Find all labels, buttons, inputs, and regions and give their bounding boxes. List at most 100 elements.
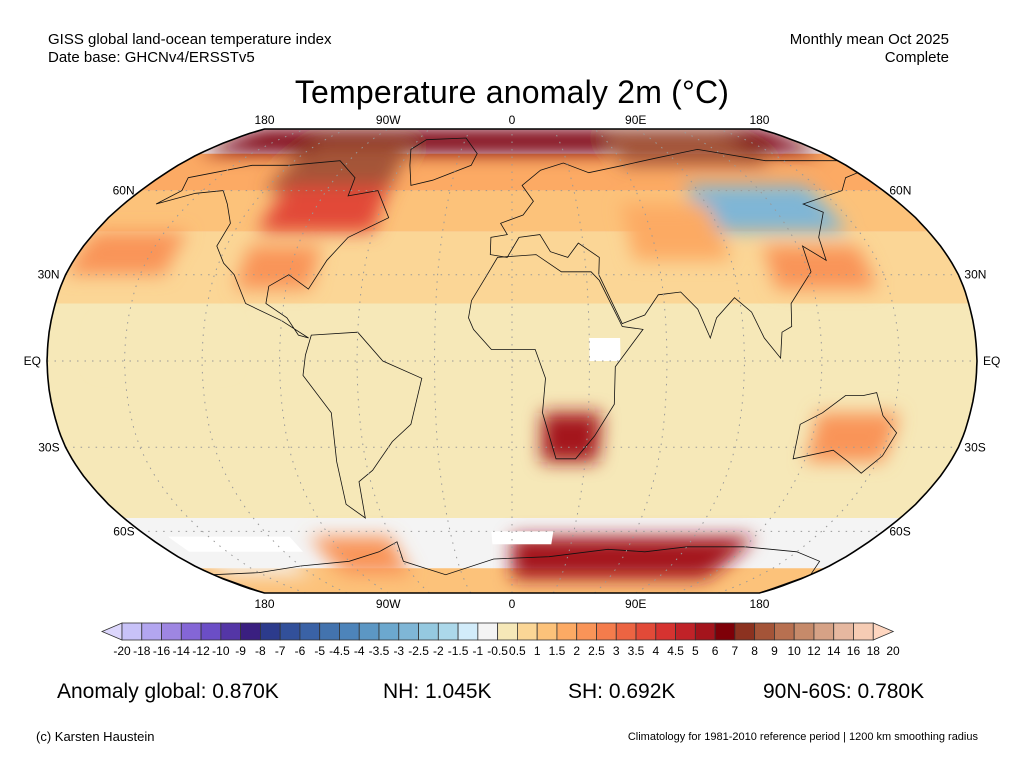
colorbar-swatch xyxy=(833,622,854,641)
lat-label-left: EQ xyxy=(24,354,41,368)
colorbar-swatch xyxy=(853,622,874,641)
coastlines xyxy=(155,137,898,593)
colorbar-swatch xyxy=(161,622,182,641)
colorbar-tick-label: 16 xyxy=(847,644,861,658)
colorbar-tick-label: -10 xyxy=(212,644,230,658)
lon-label-bottom: 0 xyxy=(509,597,516,611)
colorbar-swatch xyxy=(497,622,518,641)
colorbar-tick-label: 3 xyxy=(613,644,620,658)
colorbar-swatch xyxy=(655,622,676,641)
lat-label-left: 60S xyxy=(113,524,134,538)
lat-label-right: 30N xyxy=(964,268,986,282)
meridian-line xyxy=(123,129,306,593)
colorbar-swatch xyxy=(398,622,419,641)
colorbar-swatch xyxy=(714,622,736,641)
colorbar-tick-label: 1.5 xyxy=(549,644,566,658)
colorbar-swatch xyxy=(180,622,202,641)
colorbar-swatch xyxy=(240,622,261,641)
anomaly-region-central-asia xyxy=(619,204,732,261)
colorbar-tick-label: -20 xyxy=(113,644,131,658)
colorbar-swatch xyxy=(556,622,578,641)
colorbar-tick-label: -1.5 xyxy=(448,644,469,658)
anomaly-region-us-south xyxy=(235,246,322,290)
coastline-australia xyxy=(792,392,898,474)
colorbar-swatch xyxy=(635,622,657,641)
coastline-south-america xyxy=(302,331,423,519)
colorbar-tick-label: -18 xyxy=(133,644,151,658)
colorbar-tick-label: -4 xyxy=(354,644,365,658)
colorbar-tick-label: -1 xyxy=(473,644,484,658)
coastline-north-america xyxy=(155,160,390,339)
anomaly-stats: Anomaly global: 0.870K NH: 1.045K SH: 0.… xyxy=(0,680,1024,706)
colorbar-swatch xyxy=(358,622,380,641)
colorbar-swatch xyxy=(596,622,617,641)
colorbar-swatch xyxy=(457,622,479,641)
colorbar-swatch xyxy=(220,622,242,641)
lon-label-top: 90E xyxy=(625,113,646,127)
colorbar-swatch xyxy=(675,622,696,641)
lat-label-left: 60N xyxy=(113,184,135,198)
colorbar-tick-label: 3.5 xyxy=(628,644,645,658)
colorbar-tick-label: -3 xyxy=(393,644,404,658)
anomaly-region-australia xyxy=(804,412,899,462)
graticule xyxy=(47,129,977,593)
lon-label-bottom: 90E xyxy=(625,597,646,611)
anomaly-region-canada-arctic xyxy=(264,143,416,191)
lon-label-bottom: 180 xyxy=(749,597,769,611)
lat-label-right: 60S xyxy=(889,524,910,538)
colorbar-tick-label: 6 xyxy=(712,644,719,658)
colorbar-tick-label: -8 xyxy=(255,644,266,658)
colorbar-tick-label: -6 xyxy=(295,644,306,658)
anomaly-region-canada xyxy=(257,185,391,232)
colorbar-tick-label: 18 xyxy=(867,644,881,658)
lon-label-bottom: 90W xyxy=(376,597,401,611)
colorbar-tick-label: 5 xyxy=(692,644,699,658)
colorbar-tick-label: 4.5 xyxy=(667,644,684,658)
anomaly-region-siberia-arctic xyxy=(600,134,772,166)
global-anomaly: Anomaly global: 0.870K xyxy=(57,680,279,703)
colorbar-swatch xyxy=(418,622,439,641)
no-data-east-africa-gap xyxy=(589,338,621,361)
colorbar-swatch xyxy=(200,622,222,641)
anomaly-map: 180 180 90W 90W 0 0 90E 90E 180 180 60N 60N 30N 30N EQ… xyxy=(24,113,1001,611)
globe-outline xyxy=(46,128,978,594)
colorbar-swatch xyxy=(279,622,301,641)
colorbar-tick-label: 9 xyxy=(771,644,778,658)
colorbar-tick-label: -12 xyxy=(192,644,210,658)
nh-anomaly: NH: 1.045K xyxy=(383,680,492,703)
colorbar-min-arrow xyxy=(100,622,123,641)
meridian-line xyxy=(718,129,901,593)
colorbar-tick-label: -3.5 xyxy=(369,644,390,658)
colorbar-swatch xyxy=(437,622,459,641)
coastline-africa xyxy=(468,254,644,460)
colorbar-tick-label: 1 xyxy=(534,644,541,658)
copyright: (c) Karsten Haustein xyxy=(36,729,155,744)
colorbar-swatch xyxy=(793,622,815,641)
anomaly-region-china-japan xyxy=(762,246,877,290)
colorbar-tick-label: -0.5 xyxy=(487,644,508,658)
colorbar-tick-label: -2 xyxy=(433,644,444,658)
colorbar-swatch xyxy=(517,622,538,641)
period-header: Monthly mean Oct 2025 Complete xyxy=(790,31,949,67)
anomaly-region-ross-sea-cold xyxy=(196,556,313,575)
colorbar-tick-label: 2 xyxy=(573,644,580,658)
no-data-southern-ocean-gap-atlantic xyxy=(491,531,554,545)
colorbar-tick-label: 10 xyxy=(788,644,802,658)
colorbar-swatch xyxy=(694,622,716,641)
colorbar-tick-label: 12 xyxy=(807,644,821,658)
colorbar-swatch xyxy=(378,622,400,641)
colorbar-swatch xyxy=(813,622,835,641)
lon-label-top: 90W xyxy=(376,113,401,127)
colorbar-tick-label: 7 xyxy=(732,644,739,658)
sh-anomaly: SH: 0.692K xyxy=(568,680,676,703)
colorbar-tick-label: -16 xyxy=(153,644,171,658)
lat-label-left: 30N xyxy=(38,268,60,282)
colorbar-swatch xyxy=(339,622,360,641)
lon-label-top: 180 xyxy=(255,113,275,127)
colorbar-swatch xyxy=(615,622,637,641)
climatology-note: Climatology for 1981-2010 reference peri… xyxy=(627,731,978,743)
band-anomaly: 90N-60S: 0.780K xyxy=(763,680,925,703)
anomaly-region-east-pacific-cold xyxy=(98,326,230,367)
lon-label-bottom: 180 xyxy=(255,597,275,611)
colorbar-tick-label: 2.5 xyxy=(588,644,605,658)
